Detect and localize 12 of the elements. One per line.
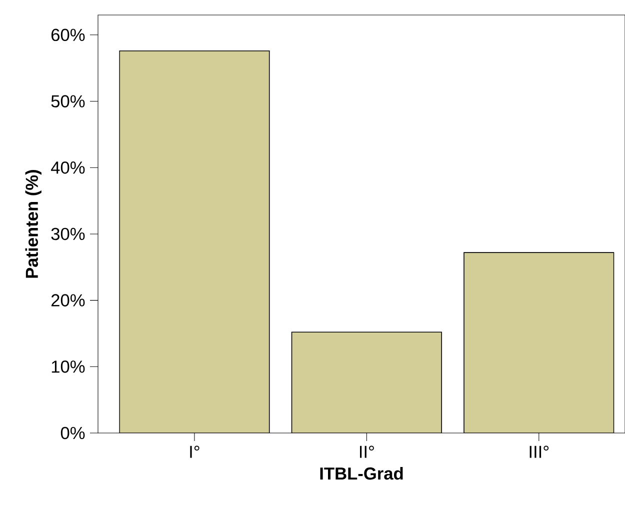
y-tick-label: 10% [52,360,85,373]
y-tick-label: 60% [51,28,85,42]
y-tick-label: 40% [50,161,85,174]
y-tick-label: 20% [51,294,85,306]
x-tick-label: I° [190,446,200,458]
y-tick-label: 0% [60,426,85,440]
y-tick-label: 30% [51,228,85,240]
y-axis-title: Patienten (%) [25,170,42,278]
x-tick-label: III° [530,446,549,458]
y-tick-label: 50% [51,95,85,108]
x-tick-label: II° [360,446,374,458]
x-axis-title: ITBL-Grad [320,466,403,480]
